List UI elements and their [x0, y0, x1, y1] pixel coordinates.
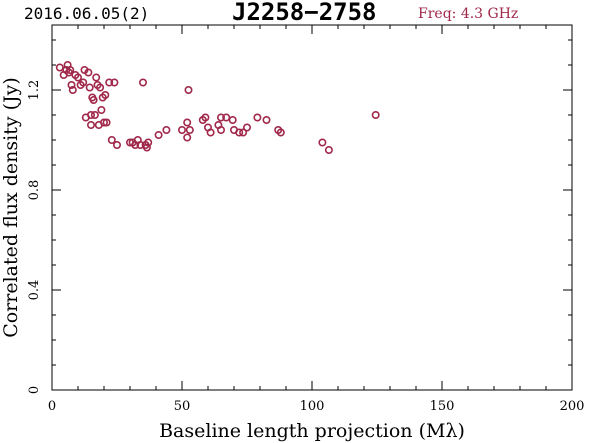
x-tick-label: 100 [300, 399, 325, 414]
x-axis-label: Baseline length projection (Mλ) [159, 420, 465, 442]
x-tick-label: 50 [174, 399, 191, 414]
data-point [184, 86, 193, 95]
data-point [66, 66, 75, 75]
frequency-label: Freq: 4.3 GHz [418, 6, 519, 22]
data-point [185, 126, 194, 135]
data-point [136, 141, 145, 150]
data-point [183, 118, 192, 127]
data-point [113, 141, 122, 150]
data-point [178, 126, 187, 135]
data-point [55, 63, 64, 72]
data-point [90, 111, 99, 120]
data-point [222, 113, 231, 122]
x-tick-label: 0 [48, 399, 56, 414]
data-point [110, 78, 119, 87]
y-axis-label: Correlated flux density (Jy) [0, 77, 22, 338]
data-point [324, 146, 333, 155]
data-point [67, 81, 76, 90]
observation-date: 2016.06.05(2) [24, 4, 150, 23]
data-point [371, 111, 380, 120]
data-point [144, 138, 153, 147]
plot-frame [51, 24, 573, 391]
data-point [206, 128, 215, 137]
data-point [107, 136, 116, 145]
tick-labels: 0 50 100 150 200 0 0.4 0.8 1.2 [27, 80, 584, 414]
data-point [139, 78, 148, 87]
x-tick-label: 200 [560, 399, 585, 414]
data-point [243, 123, 252, 132]
data-point [318, 138, 327, 147]
data-point [96, 83, 105, 92]
data-point [87, 121, 96, 130]
data-point [253, 113, 262, 122]
data-point [142, 143, 151, 152]
data-point [89, 96, 98, 105]
y-tick-label: 1.2 [27, 80, 42, 101]
data-point [100, 118, 109, 127]
source-name-title: J2258−2758 [232, 0, 377, 26]
data-point [239, 128, 248, 137]
data-point [105, 78, 114, 87]
data-point [235, 128, 244, 137]
data-point [217, 113, 226, 122]
data-point [217, 126, 226, 135]
data-point [228, 116, 237, 125]
data-point [276, 128, 285, 137]
data-point [85, 83, 94, 92]
data-point [102, 118, 111, 127]
data-point [79, 78, 88, 87]
data-point [74, 73, 83, 82]
data-point [92, 73, 101, 82]
data-point [84, 68, 93, 77]
data-point [87, 111, 96, 120]
data-point [162, 126, 171, 135]
data-point [101, 91, 110, 100]
x-tick-label: 150 [430, 399, 455, 414]
y-tick-label: 0.8 [27, 180, 42, 201]
y-tick-label: 0 [27, 386, 42, 394]
data-point [183, 133, 192, 142]
data-point [97, 106, 106, 115]
data-point [154, 131, 163, 140]
data-points [55, 60, 380, 155]
data-point [201, 113, 210, 122]
data-point [68, 86, 77, 95]
y-tick-label: 0.4 [27, 280, 42, 301]
data-point [262, 116, 271, 125]
axis-ticks [51, 25, 573, 391]
